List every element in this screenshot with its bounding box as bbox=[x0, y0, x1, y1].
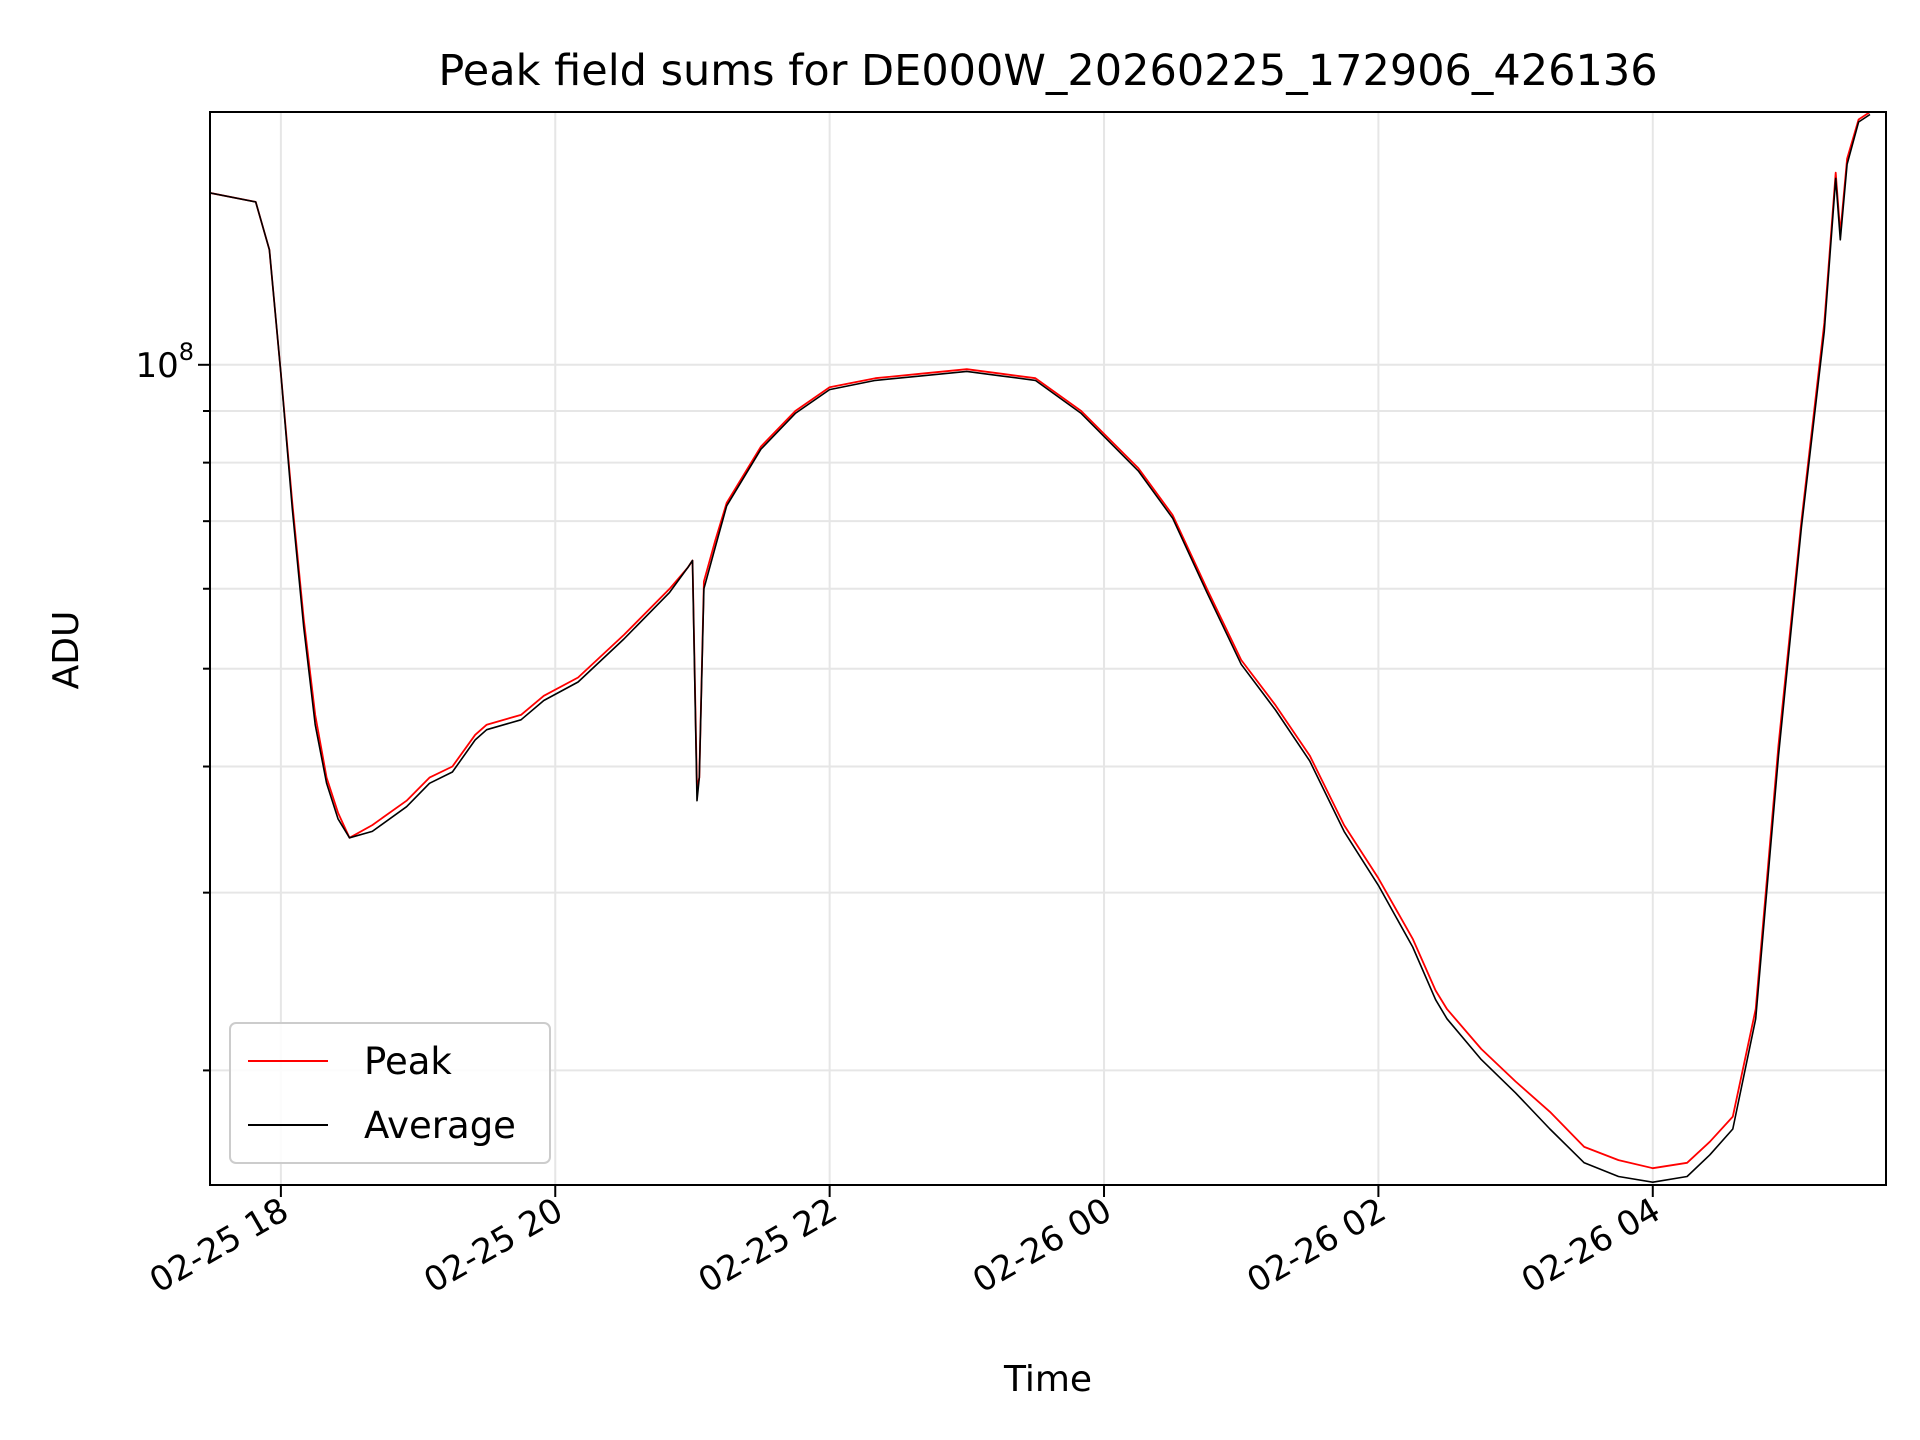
legend-box bbox=[229, 1022, 551, 1164]
series-group bbox=[210, 112, 1871, 1183]
chart-title: Peak field sums for DE000W_20260225_1729… bbox=[438, 46, 1657, 96]
y-tick-label: 108 bbox=[135, 338, 194, 386]
legend: Peak Average bbox=[229, 1022, 551, 1164]
series-line-average bbox=[210, 113, 1871, 1183]
series-line-peak bbox=[210, 112, 1871, 1170]
grid bbox=[210, 112, 1886, 1185]
y-axis-label: ADU bbox=[46, 611, 87, 690]
x-axis-label: Time bbox=[1003, 1359, 1092, 1400]
axes-frame bbox=[209, 111, 1887, 1186]
legend-label-average: Average bbox=[364, 1104, 516, 1147]
legend-label-peak: Peak bbox=[364, 1040, 452, 1083]
